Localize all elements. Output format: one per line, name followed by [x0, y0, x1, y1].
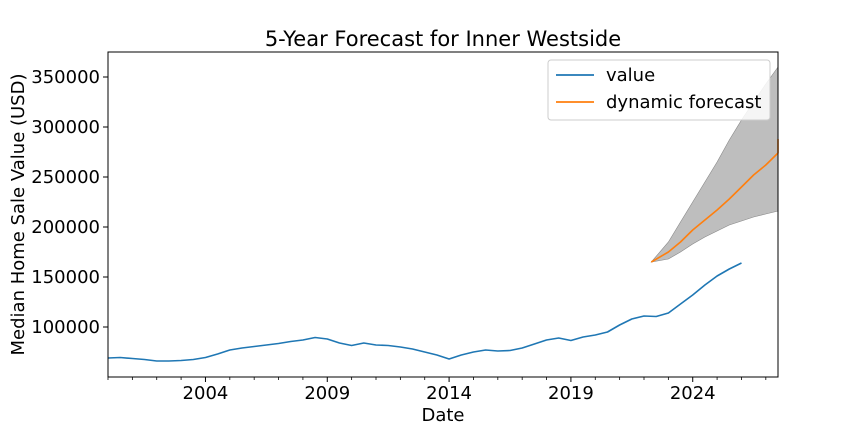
- y-axis-label: Median Home Sale Value (USD): [8, 74, 29, 356]
- x-tick-label: 2009: [304, 383, 350, 404]
- y-tick-label: 150000: [31, 267, 100, 288]
- forecast-line: [650, 139, 779, 263]
- x-tick-label: 2004: [183, 383, 229, 404]
- x-tick-label: 2019: [548, 383, 594, 404]
- y-tick-label: 250000: [31, 167, 100, 188]
- x-axis-ticks: 2004 2009 2014 2019 2024: [107, 377, 767, 404]
- x-axis-label: Date: [421, 405, 464, 426]
- legend-box: [547, 59, 771, 121]
- y-tick-label: 200000: [31, 217, 100, 238]
- plot-frame: [107, 51, 779, 378]
- y-tick-label: 100000: [31, 317, 100, 338]
- legend: value dynamic forecast: [547, 59, 771, 121]
- value-line: [107, 262, 742, 362]
- legend-label-value: value: [606, 65, 655, 86]
- x-tick-label: 2024: [670, 383, 716, 404]
- x-tick-label: 2014: [426, 383, 472, 404]
- y-tick-label: 300000: [31, 117, 100, 138]
- y-axis-ticks: 100000 150000 200000 250000 300000 350000: [31, 67, 108, 338]
- y-tick-label: 350000: [31, 67, 100, 88]
- series-group: [107, 139, 779, 362]
- legend-label-forecast: dynamic forecast: [606, 92, 761, 113]
- chart-title: 5-Year Forecast for Inner Westside: [265, 27, 621, 51]
